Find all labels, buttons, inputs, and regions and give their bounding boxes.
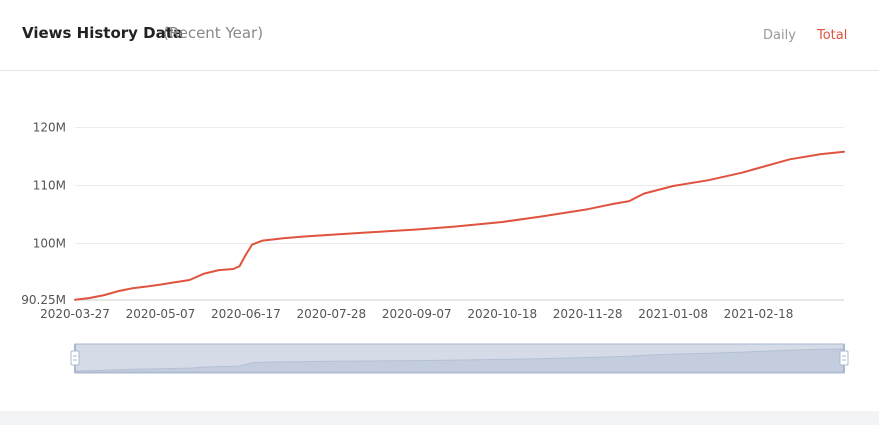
slider-handle-grip	[839, 350, 849, 366]
x-tick-label: 2021-01-08	[638, 307, 708, 321]
x-tick-label: 2020-05-07	[126, 307, 196, 321]
grid-layer	[75, 126, 844, 301]
tab-total[interactable]: Total	[817, 28, 848, 43]
x-tick-label: 2020-09-07	[382, 307, 452, 321]
x-tick-label: 2020-06-17	[211, 307, 281, 321]
x-tick-label: 2020-11-28	[553, 307, 623, 321]
x-tick-label: 2020-10-18	[467, 307, 537, 321]
x-tick-label: 2020-03-27	[40, 307, 110, 321]
panel-subtitle: (Recent Year)	[163, 24, 264, 42]
slider-handle-grip	[70, 350, 80, 366]
y-axis: 90.25M 100M 110M 120M	[21, 120, 66, 307]
x-tick-label: 2020-07-28	[296, 307, 366, 321]
x-tick-label: 2021-02-18	[724, 307, 794, 321]
slider-handle-right[interactable]	[839, 344, 849, 373]
views-series-line	[74, 150, 845, 301]
slider-preview	[74, 348, 845, 373]
y-tick-label: 120M	[33, 120, 66, 134]
tab-daily[interactable]: Daily	[763, 28, 796, 43]
panel-title: Views History Data	[22, 24, 184, 42]
series-layer	[74, 150, 845, 301]
footer-strip	[0, 411, 879, 425]
y-tick-label: 90.25M	[21, 293, 66, 307]
y-tick-label: 110M	[33, 178, 66, 192]
zoom-slider	[70, 343, 849, 374]
panel-header: Views History Data (Recent Year) Daily T…	[0, 0, 879, 71]
slider-handle-left[interactable]	[70, 344, 80, 373]
y-tick-label: 100M	[33, 236, 66, 250]
x-axis: 2020-03-27 2020-05-07 2020-06-17 2020-07-28…	[40, 307, 793, 321]
